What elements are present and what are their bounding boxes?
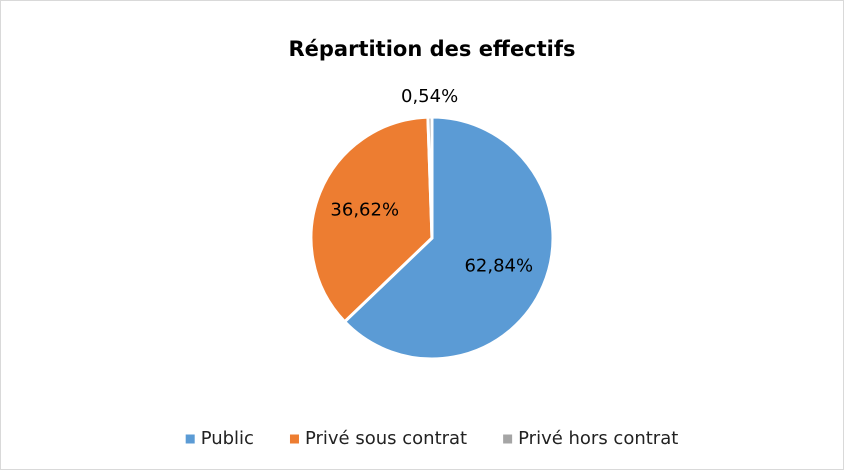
legend-swatch (503, 434, 513, 444)
pie-slice (426, 115, 434, 240)
legend-swatch (185, 434, 195, 444)
pie-slice (309, 115, 434, 324)
legend-label: Public (201, 428, 254, 449)
legend-label: Privé hors contrat (518, 428, 678, 449)
legend-label: Privé sous contrat (305, 428, 467, 449)
data-label: 0,54% (401, 86, 458, 107)
pie-slice (343, 115, 555, 361)
legend-swatch (289, 434, 299, 444)
data-label: 62,84% (464, 255, 533, 276)
data-label: 36,62% (330, 200, 399, 221)
chart-title: Répartition des effectifs (288, 37, 575, 61)
